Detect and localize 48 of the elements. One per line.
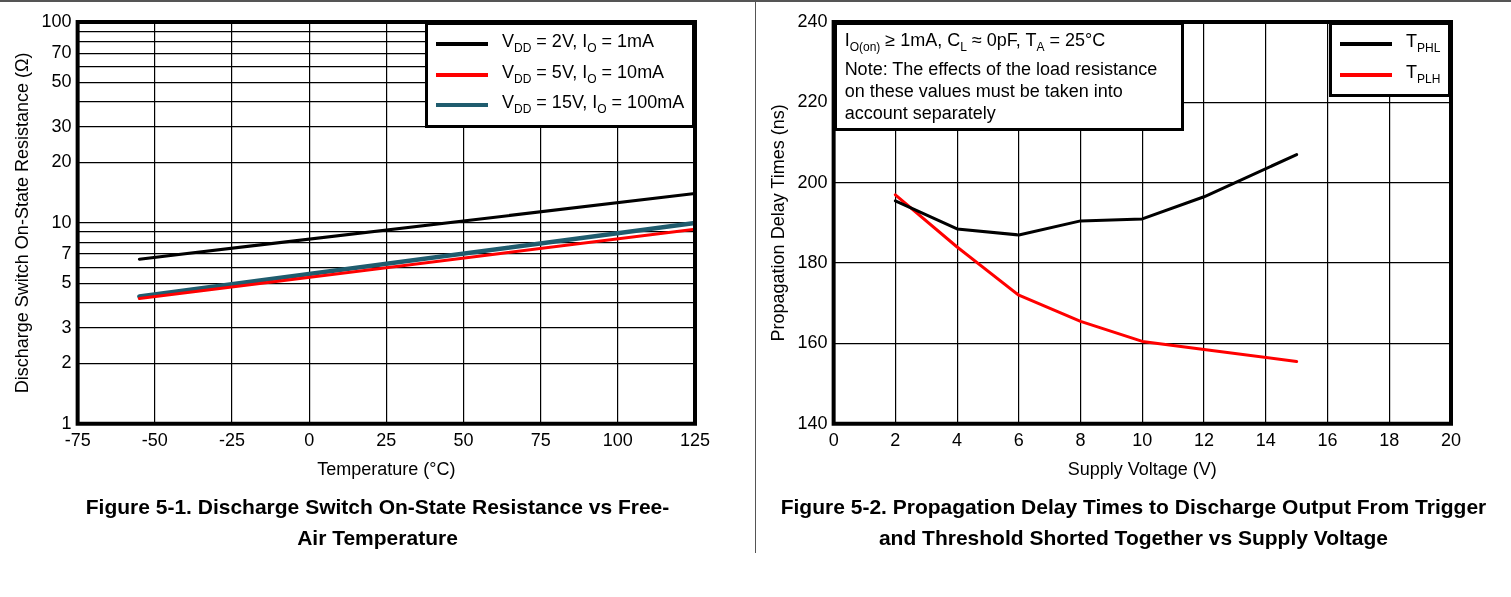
- x-tick-label: 125: [679, 429, 711, 450]
- x-tick-label: 18: [1379, 429, 1400, 450]
- y-tick-label: 2: [61, 352, 72, 373]
- x-tick-label: 10: [1132, 429, 1153, 450]
- y-tick-label: 70: [51, 42, 72, 63]
- x-tick-label: 100: [602, 429, 633, 450]
- y-tick-label: 10: [51, 211, 72, 232]
- x-tick-label: 50: [453, 429, 474, 450]
- y-tick-label: 30: [51, 116, 72, 137]
- legend-label: V$_{DD}$ = 2V, I$_{O}$ = 1mA: [502, 30, 655, 57]
- annotation: Note: The effects of the load resistance on these values must be taken into account separately: [844, 57, 1159, 124]
- text: Figure 5-1. Discharge Switch On-State Resistance vs Free-Air Temperature: [84, 494, 671, 551]
- x-tick-label: 25: [376, 429, 397, 450]
- x-tick-label: -50: [141, 429, 168, 450]
- legend-label: T$_{PLH}$: [1406, 60, 1441, 88]
- legend-label: V$_{DD}$ = 15V, I$_{O}$ = 100mA: [502, 91, 685, 118]
- x-tick-label: -25: [218, 429, 245, 450]
- x-tick-label: 2: [890, 429, 901, 450]
- annotation: I$_{O(on)}$ ≥ 1mA, C$_{L}$ ≈ 0pF, T$_{A}$ = 25°C: [844, 29, 1107, 56]
- x-tick-label: 4: [952, 429, 963, 450]
- y-tick-label: 160: [797, 332, 828, 353]
- y-tick-label: 7: [61, 242, 72, 263]
- legend-label: V$_{DD}$ = 5V, I$_{O}$ = 10mA: [502, 60, 665, 88]
- y-tick-label: 140: [797, 412, 828, 433]
- y-tick-label: 20: [51, 151, 72, 172]
- y-tick-label: 240: [797, 10, 828, 31]
- x-tick-label: 20: [1440, 429, 1462, 450]
- x-tick-label: 14: [1255, 429, 1276, 450]
- y-tick-label: 200: [797, 171, 828, 192]
- y-tick-label: 220: [797, 91, 828, 112]
- y-axis-title: Propagation Delay Times (ns): [767, 104, 788, 342]
- x-tick-label: 8: [1075, 429, 1086, 450]
- x-tick-label: 12: [1194, 429, 1215, 450]
- y-axis-title: Discharge Switch On-State Resistance (Ω): [11, 52, 32, 394]
- y-tick-label: 100: [41, 10, 72, 31]
- x-tick-label: 75: [530, 429, 551, 450]
- x-tick-label: 0: [304, 429, 315, 450]
- x-axis-title: Supply Voltage (V): [1067, 459, 1217, 480]
- text: Figure 5-2. Propagation Delay Times to Discharge Output From Trigger and Threshold Shorted Together vs Supply Voltage: [779, 494, 1488, 551]
- y-tick-label: 50: [51, 71, 72, 92]
- x-axis-title: Temperature (°C): [317, 459, 456, 480]
- x-tick-label: 6: [1013, 429, 1024, 450]
- y-tick-label: 5: [61, 272, 72, 293]
- y-tick-label: 180: [797, 252, 828, 273]
- x-tick-label: 16: [1317, 429, 1338, 450]
- y-tick-label: 3: [61, 316, 72, 337]
- legend-label: T$_{PHL}$: [1406, 30, 1441, 57]
- x-tick-label: 0: [828, 429, 839, 450]
